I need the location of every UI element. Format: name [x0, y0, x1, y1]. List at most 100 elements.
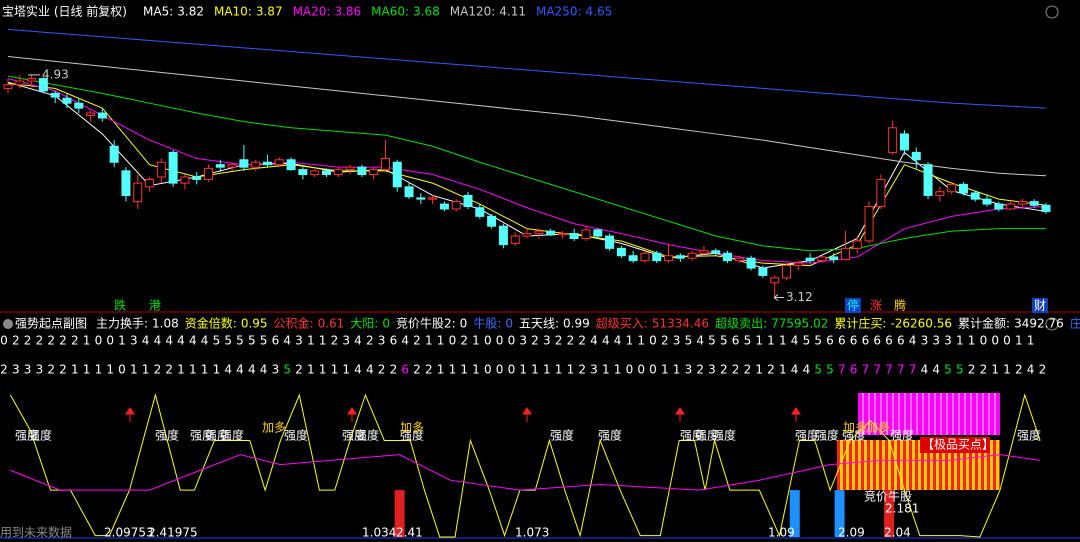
count-digit: 5 [248, 334, 256, 348]
count-digit: 1 [779, 334, 787, 348]
count-digit: 1 [1027, 334, 1035, 348]
candle-body [864, 206, 874, 242]
candle-body [876, 178, 886, 208]
count-digit: 1 [673, 363, 681, 377]
count-digit: 1 [307, 334, 315, 348]
count-digit: 4 [401, 334, 409, 348]
count-digit: 1 [425, 334, 433, 348]
candle-body [1006, 203, 1016, 210]
candle-body [888, 127, 898, 153]
candle-body [380, 158, 390, 171]
stat-label: 大阳: [350, 317, 378, 331]
count-digit: 0 [496, 363, 504, 377]
candle-body [86, 112, 96, 116]
close-icon[interactable] [1045, 5, 1059, 19]
candle-body [628, 255, 638, 262]
count-digit: 4 [154, 334, 162, 348]
candle-body [27, 78, 37, 82]
count-digit: 3 [378, 334, 386, 348]
stat-label: 庄比 [1070, 316, 1080, 331]
count-digit: 3 [944, 334, 952, 348]
stat-label: 主力换手: [96, 317, 148, 331]
count-digit: 4 [189, 334, 197, 348]
count-digit: 2 [295, 363, 303, 377]
count-digit: 4 [236, 363, 244, 377]
candle-body [168, 151, 178, 184]
indicator-label: 强度 [815, 428, 839, 443]
count-digit: 1 [519, 363, 527, 377]
signal-label: 涨 [870, 298, 882, 313]
candle-body [38, 78, 48, 92]
close-icon[interactable] [1045, 317, 1059, 331]
count-digit: 5 [826, 363, 834, 377]
count-digit: 2 [578, 363, 586, 377]
count-digit: 1 [956, 334, 964, 348]
count-digit: 3 [36, 363, 44, 377]
candle-body [475, 207, 485, 217]
candle-body [215, 164, 225, 168]
count-digit: 5 [814, 363, 822, 377]
candle-body [3, 84, 13, 89]
indicator-label: 强度 [842, 428, 866, 443]
candle-body [310, 170, 320, 176]
count-digit: 2 [413, 363, 421, 377]
indicator-label: 强度 [795, 428, 819, 443]
indicator-label: 强度 [28, 428, 52, 443]
candle-body [227, 164, 237, 168]
count-digit: 1 [779, 363, 787, 377]
indicator-label: 强度 [695, 428, 719, 443]
count-digit: 2 [71, 334, 79, 348]
count-digit: 1 [449, 363, 457, 377]
indicator-label: 强度 [220, 428, 244, 443]
count-digit: 7 [862, 363, 870, 377]
candle-body [62, 97, 72, 104]
candle-body [428, 197, 438, 200]
stat-label: 累计金额: [958, 316, 1010, 331]
count-digit: 4 [803, 363, 811, 377]
count-digit: 4 [165, 334, 173, 348]
candle-body [546, 230, 556, 236]
signal-label: 停 [847, 298, 859, 313]
count-digit: 6 [862, 334, 870, 348]
count-digit: 1 [307, 363, 315, 377]
stat-value: 3492.76 [1014, 317, 1064, 331]
stat-value: 0 [460, 317, 468, 331]
candle-body [899, 133, 909, 151]
count-digit: 1 [437, 334, 445, 348]
stat-value: 0.61 [318, 317, 345, 331]
stat-value: 0 [382, 317, 390, 331]
candle-body [923, 164, 933, 196]
stat-label: 牛股: [473, 316, 501, 331]
indicator-label: 强度 [284, 428, 308, 443]
count-digit: 7 [897, 363, 905, 377]
count-digit: 6 [873, 334, 881, 348]
candle-body [1029, 201, 1039, 206]
menu-icon[interactable] [3, 319, 13, 329]
indicator-label: 加多 [400, 421, 424, 435]
count-digit: 1 [543, 363, 551, 377]
count-digit: 2 [47, 363, 55, 377]
count-digit: 2 [661, 334, 669, 348]
count-digit: 4 [366, 363, 374, 377]
legend-value: 4.11 [499, 5, 526, 19]
indicator-label: 强度 [680, 428, 704, 443]
count-digit: 2 [413, 334, 421, 348]
count-digit: 0 [649, 363, 657, 377]
count-digit: 4 [260, 363, 268, 377]
count-digit: 1 [661, 363, 669, 377]
count-digit: 2 [331, 334, 339, 348]
candle-body [392, 161, 402, 188]
count-digit: 2 [732, 363, 740, 377]
candle-body [911, 151, 921, 161]
count-digit: 1 [991, 363, 999, 377]
buy-point-bg [920, 437, 990, 453]
count-digit: 0 [496, 334, 504, 348]
indicator-label: 加多 [262, 421, 286, 435]
candle-body [947, 183, 957, 193]
legend-value: 3.82 [177, 5, 204, 19]
candle-body [239, 159, 249, 168]
signal-block [858, 393, 1000, 435]
count-digit: 2 [1039, 363, 1047, 377]
indicator-label: 强度 [155, 428, 179, 443]
count-digit: 2 [36, 334, 44, 348]
